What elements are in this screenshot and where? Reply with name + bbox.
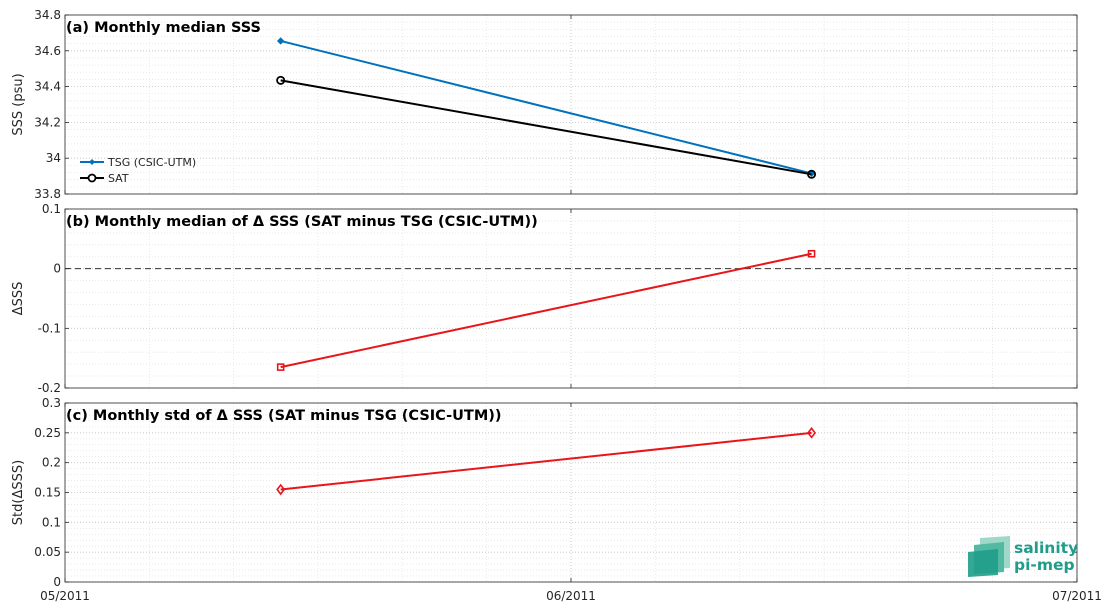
- y-tick-label: 34.6: [34, 44, 61, 58]
- plot-area-b: [65, 209, 1077, 388]
- panel-title-b: (b) Monthly median of Δ SSS (SAT minus T…: [66, 214, 538, 230]
- panel-title-c: (c) Monthly std of Δ SSS (SAT minus TSG …: [66, 408, 502, 424]
- y-tick-label: 0.15: [34, 486, 61, 500]
- data-point-b-0-0: [276, 363, 285, 371]
- series-line-b-0: [280, 252, 812, 369]
- panel-c: 0 0.05 0.1 0.15 0.2 0.25 0.3 05/2011 06/2011 07/2…: [11, 396, 1102, 603]
- y-axis-label-a: SSS (psu): [11, 73, 26, 135]
- panel-b: -0.2 -0.1 0 0.1 ΔSSS (b) Monthly median of Δ …: [11, 202, 1078, 395]
- legend: TSG (CSIC-UTM) SAT: [80, 156, 196, 185]
- y-tick-label: 0: [53, 575, 61, 589]
- y-tick-label: 34.8: [34, 8, 61, 22]
- y-tick-label: 34.4: [34, 80, 61, 94]
- y-tick-label: -0.1: [38, 321, 61, 335]
- y-tick-label: 34: [46, 151, 61, 165]
- x-tick-label: 05/2011: [40, 589, 90, 603]
- y-axis-label-c: Std(ΔSSS): [11, 460, 26, 525]
- logo-wave-front: [968, 549, 998, 577]
- legend-marker-1: [87, 173, 97, 183]
- data-point-b-0-1: [807, 249, 816, 258]
- legend-label-0: TSG (CSIC-UTM): [107, 156, 196, 169]
- data-point-c-0-0: [276, 483, 286, 496]
- data-point-a-1-1: [807, 169, 817, 179]
- y-tick-label: 0.1: [42, 202, 61, 216]
- data-point-a-0-0: [276, 37, 285, 45]
- panel-title-a: (a) Monthly median SSS: [66, 20, 261, 36]
- series-line-a-1: [280, 79, 812, 176]
- y-tick-label: 34.2: [34, 115, 61, 129]
- y-tick-label: 0.25: [34, 426, 61, 440]
- series-line-c-0: [280, 431, 812, 491]
- y-tick-label: 0: [53, 262, 61, 276]
- panel-a: 33.8 34 34.2 34.4 34.6 34.8 SSS (psu) (a) Month…: [11, 8, 1078, 201]
- y-tick-label: 0.3: [42, 396, 61, 410]
- y-tick-label: 0.2: [42, 456, 61, 470]
- x-tick-label: 07/2011: [1052, 589, 1102, 603]
- legend-label-1: SAT: [108, 172, 129, 185]
- plot-area-c: [65, 403, 1077, 582]
- data-point-c-0-1: [807, 427, 817, 439]
- y-tick-label: 33.8: [34, 187, 61, 201]
- y-tick-label: 0.1: [42, 515, 61, 529]
- y-tick-label: -0.2: [38, 381, 61, 395]
- salinity-pi-mep-logo: salinity pi-mep: [968, 536, 1078, 577]
- y-tick-label: 0.05: [34, 545, 61, 559]
- x-tick-label: 06/2011: [546, 589, 596, 603]
- plot-area-a: [65, 15, 1077, 194]
- logo-line1: salinity: [1014, 539, 1078, 557]
- legend-marker-0: [89, 159, 95, 165]
- logo-line2: pi-mep: [1014, 556, 1075, 574]
- data-point-a-1-0: [276, 75, 286, 85]
- y-axis-label-b: ΔSSS: [11, 282, 26, 316]
- series-line-a-0: [280, 39, 812, 175]
